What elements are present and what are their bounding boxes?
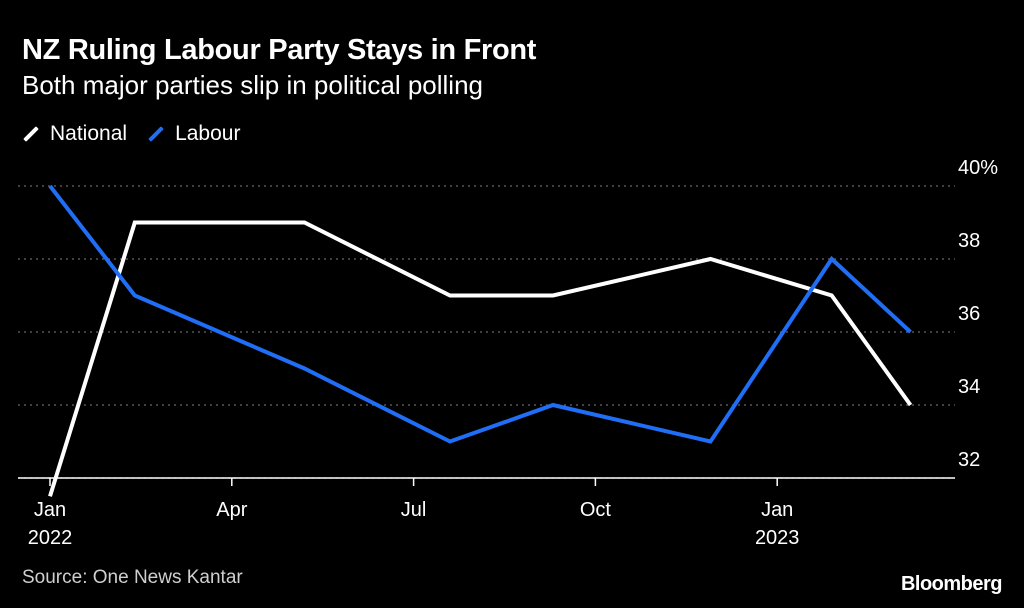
- chart-subtitle: Both major parties slip in political pol…: [22, 70, 484, 100]
- x-tick-label-2: Jul: [401, 499, 427, 521]
- series-line-labour: [48, 184, 912, 444]
- x-tick-label-1: Apr: [216, 499, 247, 521]
- bloomberg-logo: Bloomberg: [900, 573, 1003, 595]
- legend-item-labour: Labour: [147, 122, 240, 146]
- series-line-national: [48, 220, 913, 497]
- y-tick-label-36: 36: [958, 303, 980, 325]
- y-tick-label-34: 34: [958, 376, 980, 398]
- x-tick-year-label-4: 2023: [755, 527, 800, 549]
- y-tick-label-38: 38: [958, 230, 980, 252]
- y-tick-label-32: 32: [958, 449, 980, 471]
- legend-item-national: National: [22, 122, 127, 146]
- x-tick-label-0: Jan: [34, 499, 66, 521]
- legend-label-national: National: [50, 122, 128, 145]
- x-tick-label-4: Jan: [761, 499, 793, 521]
- y-tick-label-40: 40%: [958, 157, 998, 179]
- x-tick-year-label-0: 2022: [28, 527, 73, 549]
- x-tick-label-3: Oct: [580, 499, 612, 521]
- legend: National Labour: [22, 122, 260, 146]
- chart-title: NZ Ruling Labour Party Stays in Front: [22, 34, 537, 66]
- legend-label-labour: Labour: [175, 122, 241, 145]
- source-note: Source: One News Kantar: [22, 567, 243, 588]
